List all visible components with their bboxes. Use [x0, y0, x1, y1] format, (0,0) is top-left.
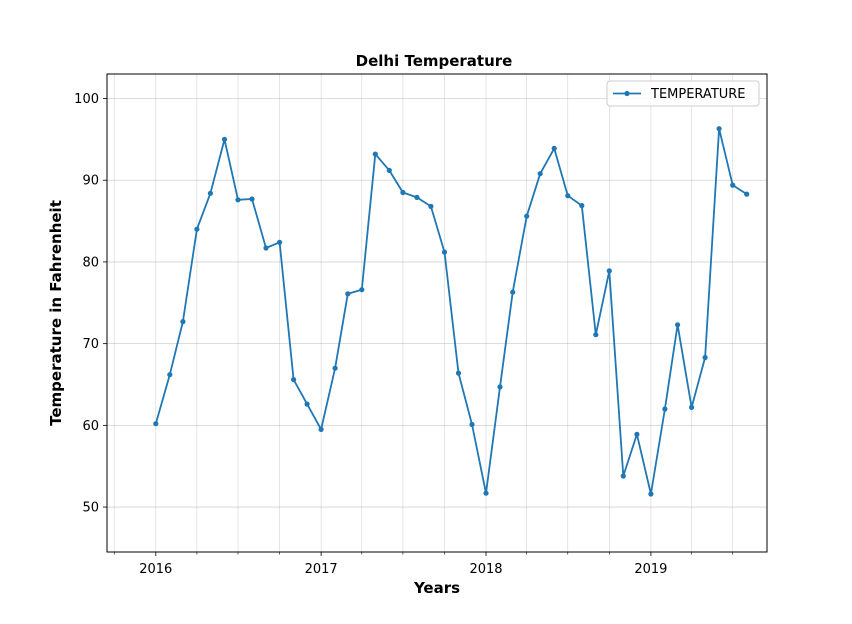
data-point: [662, 406, 668, 412]
data-point: [648, 491, 654, 497]
data-point: [304, 401, 310, 407]
data-point: [702, 354, 708, 361]
grid: [107, 74, 767, 552]
data-point: [716, 126, 722, 132]
data-point: [634, 431, 640, 437]
y-tick-label: 70: [82, 337, 99, 352]
data-point: [497, 384, 503, 390]
data-point: [730, 182, 736, 188]
x-tick-label: 2017: [305, 562, 338, 577]
data-point: [551, 145, 557, 151]
data-point: [524, 213, 530, 219]
y-tick-label: 50: [82, 501, 99, 516]
series-layer: [153, 126, 750, 497]
data-point: [359, 287, 365, 293]
series-line-temperature: [154, 127, 748, 495]
legend-entry-temperature: TEMPERATURE: [650, 87, 746, 102]
data-point: [386, 167, 392, 173]
data-point: [675, 322, 681, 328]
x-tick-label: 2018: [469, 562, 502, 577]
data-point: [414, 194, 420, 200]
data-point: [593, 332, 599, 338]
data-point: [332, 365, 338, 371]
y-tick-label: 100: [74, 92, 99, 107]
x-tick-label: 2016: [139, 562, 172, 577]
data-point: [372, 151, 378, 157]
y-axis-label: Temperature in Fahrenheit: [47, 200, 65, 426]
legend-marker-swatch: [624, 90, 630, 97]
legend: TEMPERATURE: [606, 80, 760, 107]
data-point: [345, 291, 351, 297]
data-point: [167, 372, 173, 378]
axes: 50 60 70 80 90 100 2016 2017 2018 2019: [74, 92, 733, 577]
data-point: [744, 191, 750, 197]
data-point: [291, 377, 297, 383]
y-tick-label: 90: [82, 174, 99, 189]
data-point: [483, 490, 489, 496]
y-tick-label: 60: [82, 419, 99, 434]
data-point: [263, 245, 269, 251]
data-point: [277, 239, 283, 245]
data-point: [565, 193, 571, 199]
data-point: [620, 473, 626, 479]
data-point: [180, 319, 186, 325]
chart-title: Delhi Temperature: [356, 52, 513, 70]
data-point: [194, 226, 200, 232]
data-point: [537, 171, 543, 177]
x-axis-label: Years: [413, 579, 460, 597]
legend-box: [606, 80, 760, 107]
data-point: [689, 404, 695, 410]
x-tick-label: 2019: [634, 562, 667, 577]
data-point: [469, 421, 475, 428]
data-point: [510, 289, 516, 295]
data-point: [221, 136, 228, 142]
data-point: [400, 189, 406, 196]
data-point: [579, 203, 585, 209]
data-point: [318, 426, 324, 432]
data-point: [235, 197, 241, 203]
y-tick-label: 80: [82, 255, 99, 270]
plot-frame: [106, 73, 768, 553]
data-point: [428, 203, 434, 209]
data-point: [249, 196, 255, 202]
data-point: [153, 421, 159, 427]
data-point: [441, 249, 448, 255]
data-point: [455, 370, 462, 376]
data-point: [207, 190, 213, 196]
data-point: [606, 268, 612, 274]
